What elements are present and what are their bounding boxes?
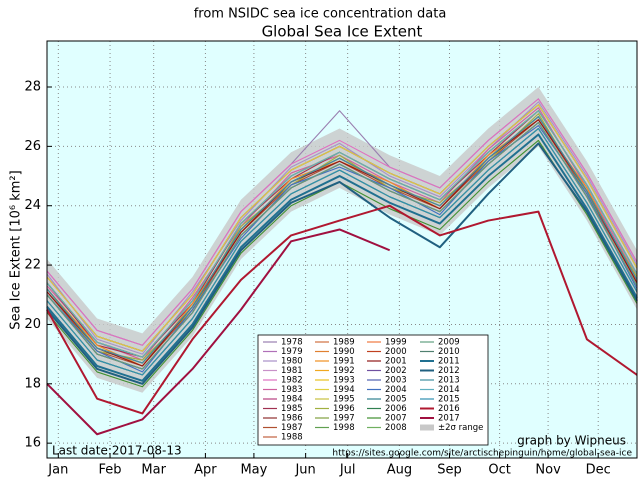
x-tick-label: Aug	[387, 463, 412, 478]
series-line	[46, 110, 638, 358]
legend-label: 1990	[333, 347, 355, 357]
legend-label: 2005	[385, 395, 407, 405]
series-line	[46, 104, 638, 352]
chart-subtitle: from NSIDC sea ice concentration data	[194, 7, 447, 22]
y-axis-label: Sea Ice Extent [10⁶ km²]	[9, 170, 24, 329]
legend-label: 1997	[333, 414, 355, 424]
legend-label: 2000	[385, 347, 407, 357]
plot-frame	[46, 40, 638, 459]
legend-label: 2001	[385, 357, 407, 367]
legend-swatch	[420, 424, 434, 431]
y-tick-label: 20	[24, 317, 41, 332]
x-tick-label: Jan	[47, 463, 68, 478]
legend-label: 1979	[281, 347, 303, 357]
legend-label: 1988	[281, 433, 303, 443]
legend-label: 2013	[438, 376, 460, 386]
annotation: https://sites.google.com/site/arctischep…	[332, 449, 632, 459]
chart-title: Global Sea Ice Extent	[262, 23, 423, 41]
legend-label: 1995	[333, 395, 355, 405]
x-tick-label: Mar	[141, 463, 166, 478]
y-tick-label: 24	[24, 198, 41, 213]
legend-label: 1982	[281, 376, 303, 386]
legend-label: 1989	[333, 338, 355, 348]
legend-label: 1998	[333, 423, 355, 433]
legend-label: 2004	[385, 385, 407, 395]
x-tick-label: May	[240, 463, 267, 478]
legend-label: 1996	[333, 404, 355, 414]
legend-label: 2009	[438, 338, 460, 348]
x-tick-label: Oct	[488, 463, 510, 478]
legend-label: 2002	[385, 366, 407, 376]
series-line	[46, 128, 638, 376]
legend-label: ±2σ range	[438, 423, 483, 433]
legend-label: 2016	[438, 404, 460, 414]
series-line	[46, 122, 638, 370]
x-tick-label: Jun	[294, 463, 315, 478]
series-line	[46, 125, 638, 373]
series-line	[46, 142, 638, 385]
x-tick-label: Apr	[194, 463, 217, 478]
legend-label: 2010	[438, 347, 460, 357]
x-tick-label: Nov	[535, 463, 561, 478]
grid	[47, 41, 637, 458]
legend-label: 2017	[438, 414, 460, 424]
series-line	[46, 119, 638, 367]
x-tick-label: Dec	[586, 463, 611, 478]
x-tick-label: Jul	[339, 463, 356, 478]
legend-label: 1999	[385, 338, 407, 348]
legend-label: 1984	[281, 395, 303, 405]
y-tick-label: 26	[24, 139, 41, 154]
series-line	[46, 228, 391, 436]
legend-label: 1983	[281, 385, 303, 395]
legend-label: 2007	[385, 414, 407, 424]
series-line	[46, 113, 638, 361]
x-tick-label: Sep	[437, 463, 462, 478]
y-tick-label: 18	[24, 376, 41, 391]
legend-label: 1986	[281, 414, 303, 424]
legend-label: 2015	[438, 395, 460, 405]
annotation: Last date:2017-08-13	[52, 444, 182, 458]
legend-label: 1978	[281, 338, 303, 348]
y-tick-label: 28	[24, 80, 41, 95]
legend-label: 1994	[333, 385, 355, 395]
legend-label: 2012	[438, 366, 460, 376]
legend-label: 1985	[281, 404, 303, 414]
series-line	[46, 116, 638, 364]
legend: 1978197919801981198219831984198519861987…	[257, 334, 489, 446]
legend-label: 1987	[281, 423, 303, 433]
legend-label: 1993	[333, 376, 355, 386]
legend-label: 2011	[438, 357, 460, 367]
lines	[46, 98, 638, 436]
annotation: graph by Wipneus	[517, 434, 626, 448]
series-line	[46, 101, 638, 355]
series-line	[46, 98, 638, 346]
legend-label: 1980	[281, 357, 303, 367]
x-tick-label: Feb	[99, 463, 122, 478]
series-line	[46, 204, 638, 415]
series-line	[46, 133, 638, 382]
y-tick-label: 22	[24, 258, 41, 273]
y-tick-label: 16	[24, 436, 41, 451]
legend-label: 1992	[333, 366, 355, 376]
legend-label: 2014	[438, 385, 460, 395]
legend-label: 2008	[385, 423, 407, 433]
legend-label: 1991	[333, 357, 355, 367]
legend-label: 1981	[281, 366, 303, 376]
legend-label: 2006	[385, 404, 407, 414]
legend-label: 2003	[385, 376, 407, 386]
